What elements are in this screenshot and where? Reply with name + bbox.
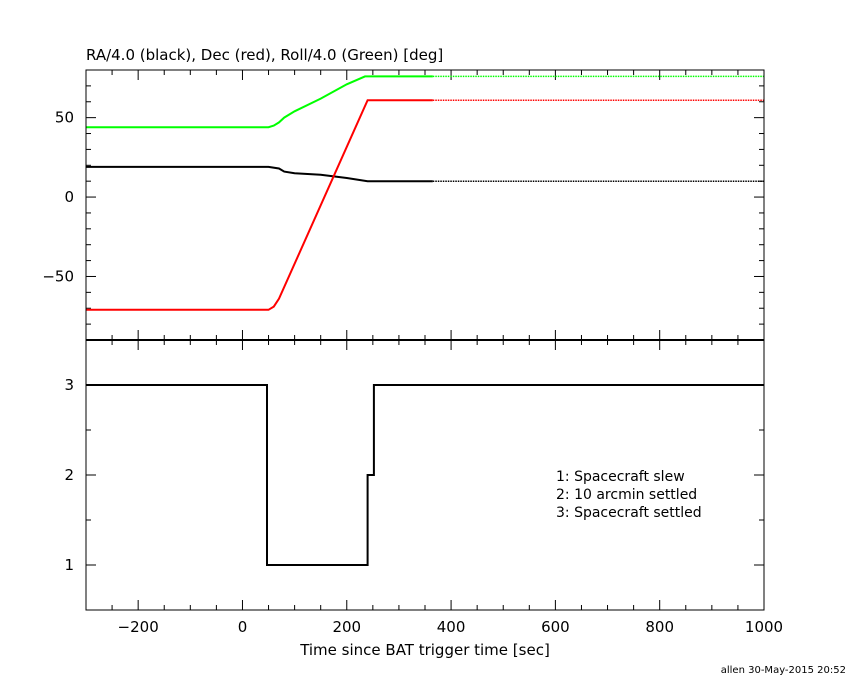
x-tick-label: −200: [118, 618, 159, 636]
top-panel-series: [86, 75, 764, 311]
x-tick-label: 400: [437, 618, 466, 636]
top-panel-frame: [85, 69, 765, 341]
legend: 1: Spacecraft slew 2: 10 arcmin settled …: [556, 469, 702, 521]
series-line-status: [86, 384, 764, 566]
bottom-panel-ticks: −200 0 200 400 600 800 1000 1 2 3: [64, 340, 783, 636]
bottom-panel-series: [86, 384, 764, 566]
y-tick-label: 0: [64, 188, 74, 206]
series-line-dec: [86, 99, 433, 311]
legend-entry-3: 3: Spacecraft settled: [556, 505, 702, 521]
series-line-roll: [86, 75, 433, 129]
x-tick-label: 1000: [745, 618, 783, 636]
top-panel-title: RA/4.0 (black), Dec (red), Roll/4.0 (Gre…: [86, 46, 443, 64]
y-tick-label: −50: [42, 267, 74, 285]
x-tick-label: 200: [332, 618, 361, 636]
legend-entry-1: 1: Spacecraft slew: [556, 469, 685, 485]
y-tick-label: 2: [64, 466, 74, 484]
y-tick-label: 50: [55, 109, 74, 127]
legend-entry-2: 2: 10 arcmin settled: [556, 487, 697, 503]
x-tick-label: 600: [541, 618, 570, 636]
x-tick-label: 0: [238, 618, 248, 636]
x-axis-label: Time since BAT trigger time [sec]: [299, 641, 550, 659]
y-tick-label: 3: [64, 376, 74, 394]
footer-credit: allen 30-May-2015 20:52: [721, 665, 846, 676]
x-tick-label: 800: [645, 618, 674, 636]
series-line-ra: [86, 165, 433, 183]
top-panel-ticks: −50 0 50: [42, 70, 765, 340]
y-tick-label: 1: [64, 556, 74, 574]
